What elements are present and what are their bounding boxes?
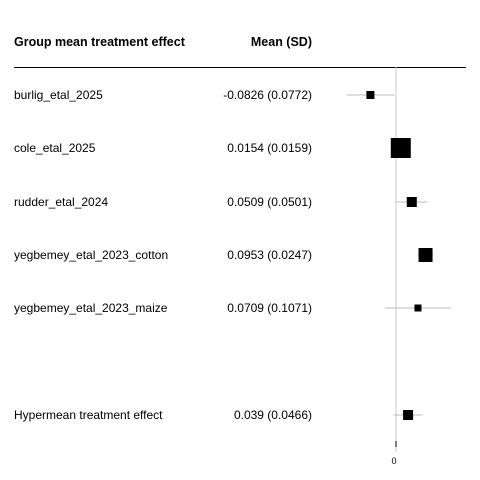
column-header-group: Group mean treatment effect	[14, 35, 185, 49]
estimate-point	[406, 197, 417, 207]
summary-value: 0.039 (0.0466)	[233, 408, 312, 422]
estimate-point	[418, 248, 433, 262]
row-value: 0.0509 (0.0501)	[227, 195, 312, 209]
row-value: -0.0826 (0.0772)	[223, 88, 312, 102]
row-label: yegbemey_etal_2023_cotton	[14, 248, 169, 262]
summary-point	[403, 410, 414, 420]
row-label: yegbemey_etal_2023_maize	[14, 301, 168, 315]
summary-label: Hypermean treatment effect	[14, 408, 163, 422]
row-value: 0.0709 (0.1071)	[227, 301, 312, 315]
row-value: 0.0953 (0.0247)	[227, 248, 312, 262]
column-header-mean-sd: Mean (SD)	[250, 35, 312, 49]
estimate-point	[390, 138, 411, 158]
estimate-point	[366, 91, 375, 99]
row-value: 0.0154 (0.0159)	[227, 141, 312, 155]
x-axis-tick-label: 0	[391, 456, 396, 466]
row-label: cole_etal_2025	[14, 141, 96, 155]
estimate-point	[414, 304, 422, 312]
header-rule	[14, 67, 466, 68]
row-label: rudder_etal_2024	[14, 195, 109, 209]
row-label: burlig_etal_2025	[14, 88, 103, 102]
